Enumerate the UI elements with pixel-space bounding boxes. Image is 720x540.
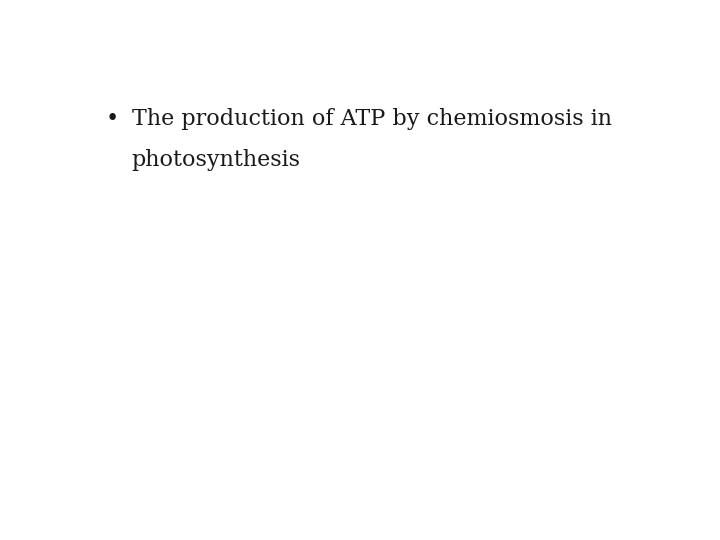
Text: The production of ATP by chemiosmosis in: The production of ATP by chemiosmosis in xyxy=(132,108,612,130)
Text: photosynthesis: photosynthesis xyxy=(132,150,301,171)
Text: •: • xyxy=(106,108,119,130)
